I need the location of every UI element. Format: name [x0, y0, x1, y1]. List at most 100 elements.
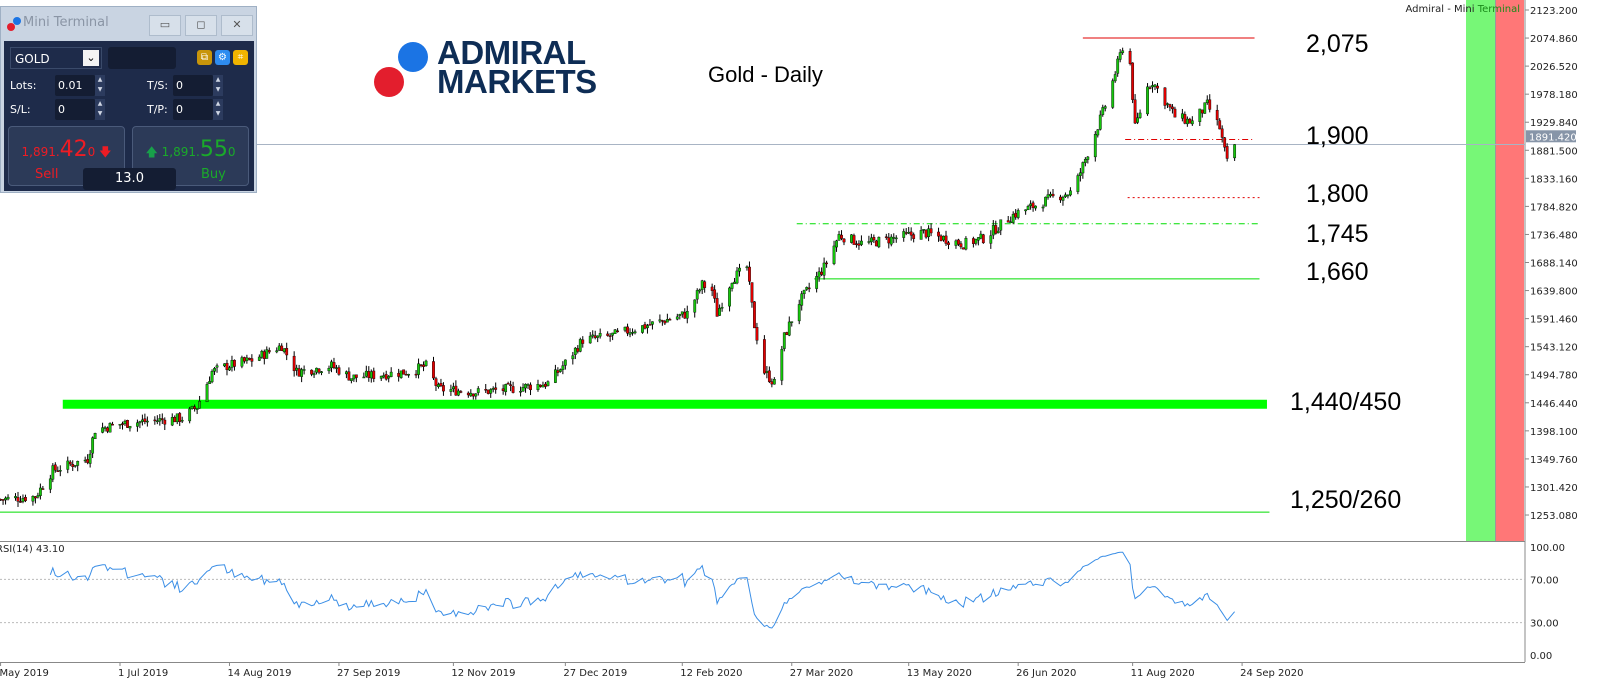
- expand-icon[interactable]: ⌗: [233, 50, 248, 65]
- candle: [979, 230, 983, 240]
- candle: [554, 364, 557, 384]
- candle-body: [1200, 109, 1204, 114]
- title-bar[interactable]: Mini Terminal ▭ ◻ ✕: [1, 7, 256, 37]
- candle-body: [874, 240, 878, 247]
- level-label: 1,800: [1306, 180, 1369, 208]
- gear-icon[interactable]: ⚙: [215, 50, 230, 65]
- mini-terminal-window[interactable]: Mini Terminal ▭ ◻ ✕ GOLD ⌄ ⧉ ⚙ ⌗ Lots: 0.…: [0, 6, 257, 193]
- candle: [155, 415, 159, 425]
- candle: [198, 395, 202, 409]
- candle-body: [335, 367, 338, 369]
- candle: [486, 389, 490, 395]
- candle-body: [648, 324, 652, 326]
- close-button[interactable]: ✕: [221, 15, 253, 36]
- ts-input[interactable]: 0: [173, 75, 213, 96]
- candle: [1066, 194, 1070, 199]
- candle: [790, 321, 794, 327]
- minimize-button[interactable]: ▭: [149, 15, 181, 36]
- candle-body: [1121, 50, 1125, 53]
- candle: [1148, 85, 1152, 90]
- candle-body: [626, 326, 629, 334]
- candle: [924, 229, 928, 239]
- lots-stepper[interactable]: ▲ ▼: [95, 75, 105, 96]
- candle-body: [994, 225, 998, 234]
- candle: [414, 370, 418, 379]
- candle-body: [524, 383, 527, 389]
- candle-body: [38, 487, 42, 496]
- candle: [1093, 131, 1097, 162]
- lots-input[interactable]: 0.01: [55, 75, 95, 96]
- candle-body: [399, 370, 403, 378]
- candle: [1156, 82, 1159, 94]
- candle: [454, 380, 458, 396]
- buy-button[interactable]: 🡅 1,891.550 Buy: [132, 126, 249, 186]
- candle: [576, 345, 580, 354]
- chevron-down-icon[interactable]: ⌄: [83, 50, 99, 66]
- candle-body: [685, 310, 689, 319]
- candle-body: [242, 357, 246, 362]
- y-tick-label: 1253.080: [1530, 511, 1578, 522]
- candle-body: [389, 371, 393, 377]
- candle-body: [16, 497, 20, 502]
- ts-stepper[interactable]: ▲ ▼: [213, 75, 223, 96]
- candle: [330, 359, 333, 373]
- copy-icon[interactable]: ⧉: [197, 50, 212, 65]
- candle-body: [297, 368, 301, 377]
- candle-body: [315, 367, 318, 373]
- candle: [1034, 205, 1037, 211]
- candle: [506, 381, 510, 385]
- candle-body: [369, 371, 373, 379]
- tp-stepper[interactable]: ▲ ▼: [213, 99, 223, 120]
- candle-body: [999, 219, 1003, 231]
- candle-body: [118, 423, 122, 426]
- candle: [471, 393, 475, 400]
- candle-body: [173, 417, 177, 423]
- candle: [693, 299, 697, 318]
- candle: [285, 342, 289, 361]
- candle-body: [815, 276, 819, 289]
- candle: [434, 376, 438, 391]
- candle: [598, 328, 602, 339]
- candle: [1006, 216, 1010, 223]
- candle-body: [277, 345, 281, 351]
- candle: [1098, 110, 1102, 131]
- candle: [1024, 209, 1028, 215]
- symbol-select[interactable]: GOLD ⌄: [10, 47, 102, 69]
- maximize-button[interactable]: ◻: [185, 15, 217, 36]
- candle: [24, 494, 27, 503]
- candle: [872, 234, 876, 243]
- candle-body: [295, 367, 299, 371]
- candle: [648, 319, 652, 326]
- candle-body: [1208, 99, 1212, 110]
- sl-input[interactable]: 0: [55, 99, 95, 120]
- candle-body: [1205, 99, 1209, 103]
- candle: [277, 343, 281, 351]
- candle-body: [869, 237, 873, 243]
- candle: [907, 227, 911, 235]
- candle-body: [511, 386, 515, 393]
- candle: [770, 378, 774, 388]
- candle-body: [1011, 213, 1015, 223]
- candle: [606, 331, 610, 337]
- candle: [787, 316, 791, 337]
- candle: [944, 230, 948, 246]
- candle: [504, 383, 508, 396]
- candle-body: [720, 307, 724, 309]
- candle-body: [1031, 202, 1035, 208]
- candle-body: [332, 362, 336, 368]
- candle-body: [554, 369, 557, 383]
- amount-input[interactable]: 13.0: [83, 168, 176, 190]
- candle: [489, 388, 493, 398]
- candle-body: [832, 245, 836, 264]
- sl-stepper[interactable]: ▲ ▼: [95, 99, 105, 120]
- candle: [491, 386, 495, 393]
- candle-body: [1086, 156, 1090, 160]
- candle: [974, 238, 978, 246]
- candle-body: [1156, 85, 1159, 89]
- candle: [703, 280, 707, 293]
- candle-body: [1153, 84, 1157, 87]
- candle-body: [198, 400, 202, 409]
- tp-input[interactable]: 0: [173, 99, 213, 120]
- candle: [58, 465, 62, 477]
